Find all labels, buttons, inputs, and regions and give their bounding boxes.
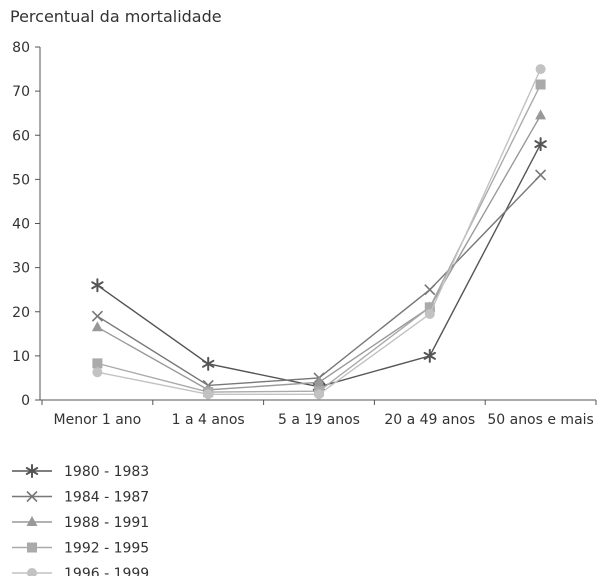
series-line <box>97 115 542 391</box>
series-5 <box>92 64 546 400</box>
x-tick-label: 20 a 49 anos <box>384 412 475 428</box>
data-point <box>202 356 215 371</box>
x-tick-label: 1 a 4 anos <box>172 412 245 428</box>
legend-item: 1980 - 1983 <box>12 464 149 480</box>
data-point <box>535 169 547 181</box>
y-tick-label: 40 <box>12 217 30 233</box>
legend-label: 1984 - 1987 <box>64 490 149 506</box>
y-tick-label: 80 <box>12 40 30 56</box>
data-point <box>91 321 103 332</box>
y-tick-label: 20 <box>12 305 30 321</box>
x-tick-label: 5 a 19 anos <box>278 412 360 428</box>
data-point <box>424 308 435 319</box>
marker-stroke <box>424 284 436 296</box>
data-point <box>314 389 324 400</box>
data-point <box>535 79 546 90</box>
marker-stroke <box>202 359 215 368</box>
legend-item: 1992 - 1995 <box>12 541 149 557</box>
y-tick-label: 0 <box>21 393 30 409</box>
legend-marker <box>26 490 38 503</box>
legend-marker <box>25 464 39 478</box>
marker-stroke <box>423 351 436 360</box>
legend-item: 1996 - 1999 <box>12 566 149 576</box>
legend-label: 1980 - 1983 <box>64 464 149 480</box>
data-point <box>91 310 103 322</box>
marker-stroke <box>25 467 39 475</box>
legend-label: 1992 - 1995 <box>64 541 149 557</box>
x-tick-label: Menor 1 ano <box>54 412 142 428</box>
data-point <box>423 348 436 363</box>
marker-stroke <box>91 310 103 322</box>
data-point <box>424 284 436 296</box>
legend-item: 1984 - 1987 <box>12 490 149 506</box>
y-tick-label: 70 <box>12 84 30 100</box>
marker-stroke <box>26 490 38 503</box>
legend-label: 1996 - 1999 <box>64 566 149 576</box>
data-point <box>92 358 103 369</box>
legend-marker <box>26 516 38 526</box>
y-tick-label: 10 <box>12 349 30 365</box>
data-point <box>203 389 214 400</box>
data-point <box>535 109 547 120</box>
y-tick-label: 60 <box>12 128 30 144</box>
legend-item: 1988 - 1991 <box>12 515 149 531</box>
data-point <box>92 367 103 378</box>
y-tick-label: 50 <box>12 172 30 188</box>
x-tick-label: 50 anos e mais <box>487 412 594 428</box>
y-axis-label: Percentual da mortalidade <box>10 7 222 26</box>
series-group <box>91 64 547 400</box>
y-tick-label: 30 <box>12 261 30 277</box>
marker-stroke <box>91 281 104 290</box>
series-line <box>97 84 542 393</box>
data-point <box>313 376 325 387</box>
legend-marker <box>27 542 37 553</box>
marker-stroke <box>535 169 547 181</box>
marker-stroke <box>534 140 547 149</box>
legend: 1980 - 1983 1984 - 1987 1988 - 1991 1992 - … <box>12 464 149 576</box>
axes: 0 10 20 30 40 50 60 70 80 Menor 1 ano 1 a 4 anos 5 … <box>12 40 597 428</box>
data-point <box>424 302 435 313</box>
legend-label: 1988 - 1991 <box>64 515 149 531</box>
series-1 <box>91 137 547 394</box>
data-point <box>534 137 547 152</box>
data-point <box>91 278 104 293</box>
series-line <box>97 174 542 387</box>
series-3 <box>91 109 547 394</box>
series-2 <box>91 169 547 392</box>
series-4 <box>92 79 546 398</box>
data-point <box>535 64 546 75</box>
legend-marker <box>27 568 37 576</box>
series-line <box>96 143 542 388</box>
